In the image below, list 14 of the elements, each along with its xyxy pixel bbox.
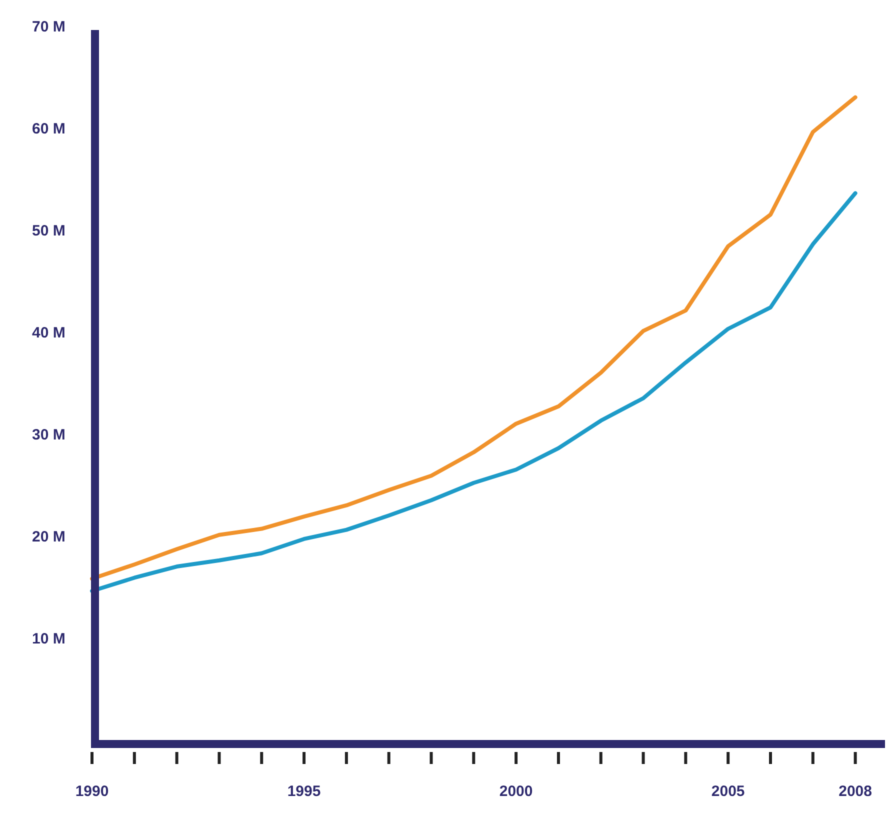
x-tick-label: 2005 [711, 783, 745, 800]
y-tick-label: 50 M [32, 222, 66, 240]
y-tick-label: 10 M [32, 630, 66, 648]
line-series [90, 95, 858, 581]
y-tick-label: 30 M [32, 426, 66, 444]
y-tick-label: 40 M [32, 324, 66, 342]
x-tick-label: 1990 [75, 783, 109, 800]
y-tick-label: 70 M [32, 18, 66, 36]
y-tick-label: 60 M [32, 120, 66, 138]
y-tick-label: 20 M [32, 528, 66, 546]
x-tick-label: 1995 [287, 783, 321, 800]
x-tick-label: 2008 [838, 783, 872, 800]
x-tick-label: 2000 [499, 783, 533, 800]
line-series [90, 191, 858, 593]
